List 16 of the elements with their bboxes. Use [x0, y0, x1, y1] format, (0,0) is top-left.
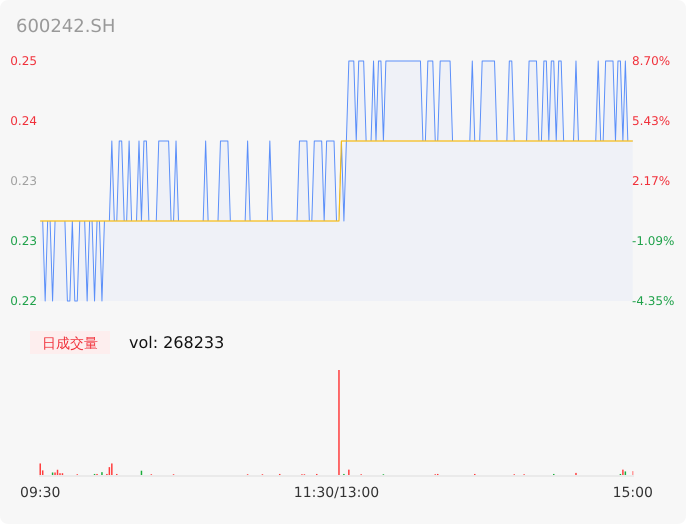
chart-title: 600242.SH [16, 16, 116, 37]
text: vol: 268233 [129, 333, 224, 352]
y2-tick-label: 8.70% [632, 54, 670, 68]
x-tick-label: 15:00 [612, 485, 653, 501]
y2-tick-label: -1.09% [632, 234, 674, 248]
y-tick-label: 0.22 [10, 294, 37, 308]
y-tick-label: 0.23 [10, 234, 37, 248]
y-tick-label: 0.25 [10, 54, 37, 68]
x-tick-label: 09:30 [20, 485, 60, 501]
y2-tick-label: 2.17% [632, 174, 670, 188]
y2-tick-label: -4.35% [632, 294, 674, 308]
y-tick-label: 0.24 [10, 114, 37, 128]
x-tick-label: 11:30/13:00 [294, 485, 380, 501]
y2-tick-label: 5.43% [632, 114, 670, 128]
y-tick-label: 0.23 [10, 174, 37, 188]
text: 日成交量 [42, 336, 98, 352]
